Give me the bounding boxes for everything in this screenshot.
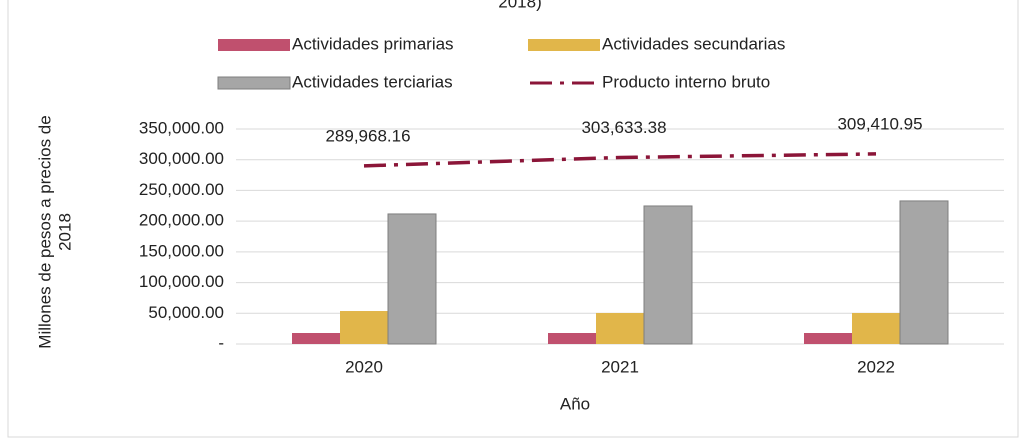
bar (852, 312, 900, 344)
legend-swatch (218, 39, 290, 51)
chart-frame (7, 0, 1019, 438)
x-tick-label: 2022 (857, 357, 895, 376)
y-axis-label-line: Millones de pesos a precios de (35, 115, 54, 348)
legend-label: Producto interno bruto (602, 72, 770, 91)
x-tick-label: 2020 (345, 357, 383, 376)
y-tick-label: 150,000.00 (139, 241, 224, 260)
x-axis-label: Año (560, 394, 590, 413)
bar (899, 200, 949, 345)
bar (340, 311, 388, 344)
y-tick-label: 50,000.00 (148, 303, 224, 322)
data-label: 303,633.38 (581, 118, 666, 137)
legend-label: Actividades primarias (292, 34, 454, 53)
chart-title: 2018) (498, 0, 541, 11)
legend-swatch (217, 76, 291, 90)
line (363, 152, 877, 168)
bar (292, 333, 340, 344)
y-tick-label: - (218, 333, 224, 352)
legend-swatch (528, 39, 600, 51)
data-label: 309,410.95 (837, 114, 922, 133)
y-tick-label: 100,000.00 (139, 272, 224, 291)
y-axis-label: Millones de pesos a precios de 2018 (35, 115, 74, 348)
bar (643, 205, 693, 345)
x-tick-label: 2021 (601, 357, 639, 376)
legend-label: Actividades terciarias (292, 72, 453, 91)
bar (387, 213, 437, 345)
y-tick-label: 300,000.00 (139, 149, 224, 168)
legend-label: Actividades secundarias (602, 34, 785, 53)
bar (596, 312, 644, 344)
bar (548, 333, 596, 344)
bar (804, 333, 852, 344)
y-tick-label: 350,000.00 (139, 118, 224, 137)
data-label: 289,968.16 (325, 126, 410, 145)
y-tick-label: 200,000.00 (139, 211, 224, 230)
y-tick-label: 250,000.00 (139, 180, 224, 199)
y-axis-label-line: 2018 (55, 213, 74, 251)
